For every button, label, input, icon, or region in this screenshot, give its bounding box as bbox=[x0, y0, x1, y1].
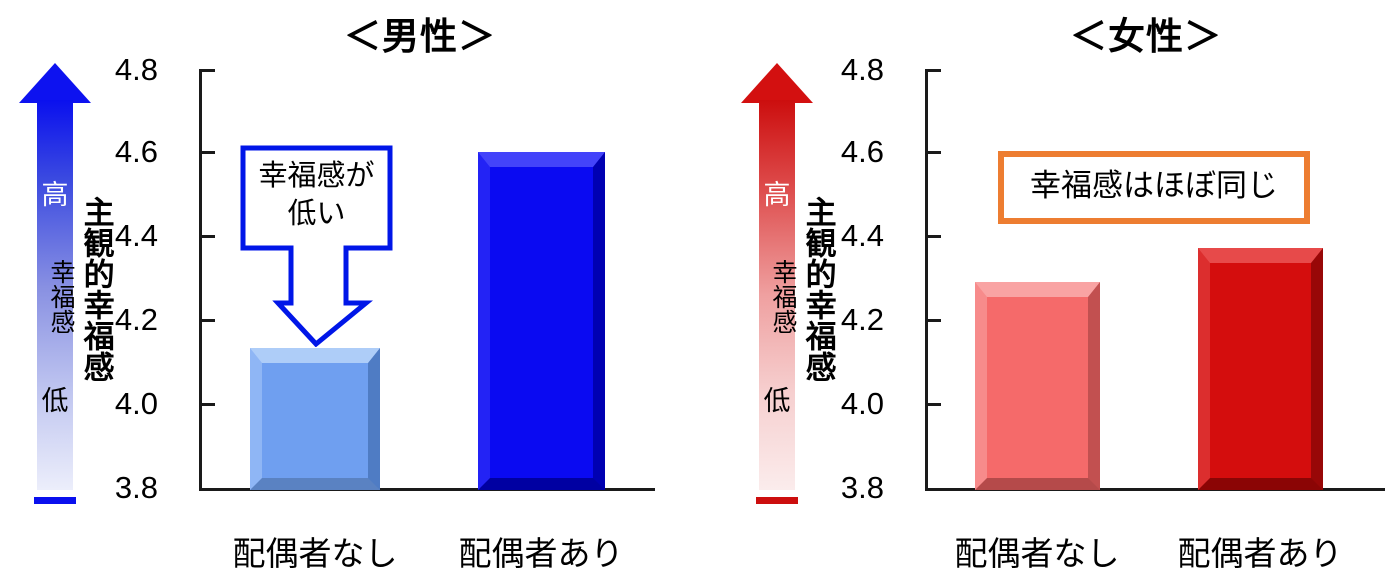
axis-tick bbox=[928, 319, 941, 322]
female-x-axis-line bbox=[925, 488, 1385, 491]
male-ytick-4.4: 4.4 bbox=[114, 218, 158, 253]
male-scale-label-low: 低 bbox=[41, 386, 69, 416]
female-scale-arrow-base-tick bbox=[756, 497, 798, 504]
axis-tick bbox=[202, 151, 215, 154]
male-cat-spouse: 配偶者あり bbox=[458, 535, 624, 572]
axis-tick bbox=[202, 319, 215, 322]
axis-tick bbox=[202, 69, 215, 72]
female-ytick-4.8: 4.8 bbox=[840, 52, 884, 87]
female-y-axis-title: 主観的幸福感 bbox=[800, 196, 836, 382]
male-x-axis-line bbox=[199, 488, 655, 491]
male-ytick-3.8: 3.8 bbox=[114, 470, 158, 505]
female-ytick-4.2: 4.2 bbox=[840, 302, 884, 337]
female-ytick-4.0: 4.0 bbox=[840, 386, 884, 421]
axis-tick bbox=[202, 403, 215, 406]
male-scale-arrow-base-tick bbox=[34, 497, 76, 504]
female-chart-title: ＜女性＞ bbox=[1070, 16, 1222, 57]
female-cat-spouse: 配偶者あり bbox=[1177, 535, 1343, 572]
female-ytick-4.6: 4.6 bbox=[840, 134, 884, 169]
axis-tick bbox=[928, 151, 941, 154]
female-scale-arrow-shaft bbox=[759, 100, 795, 490]
male-ytick-4.6: 4.6 bbox=[114, 134, 158, 169]
male-y-axis-line bbox=[199, 69, 202, 491]
female-annotation-box: 幸福感はほぼ同じ bbox=[998, 151, 1310, 224]
male-annotation-line2: 低い bbox=[287, 197, 346, 230]
female-ytick-4.4: 4.4 bbox=[840, 218, 884, 253]
female-scale-label-high: 高 bbox=[763, 180, 791, 210]
male-bar-no-spouse bbox=[250, 348, 380, 490]
male-ytick-4.0: 4.0 bbox=[114, 386, 158, 421]
male-y-axis-title: 主観的幸福感 bbox=[78, 196, 114, 382]
female-scale-label-happiness: 幸福感 bbox=[769, 258, 797, 334]
female-scale-arrow-head-icon bbox=[741, 63, 813, 103]
axis-tick bbox=[928, 69, 941, 72]
axis-tick bbox=[928, 235, 941, 238]
male-annotation-line1: 幸福感が bbox=[258, 160, 375, 192]
male-chart-title: ＜男性＞ bbox=[344, 16, 496, 57]
female-bar-spouse bbox=[1198, 248, 1323, 490]
male-scale-label-happiness: 幸福感 bbox=[47, 258, 75, 334]
female-scale-label-low: 低 bbox=[763, 386, 791, 416]
male-scale-arrow-head-icon bbox=[19, 63, 91, 103]
female-cat-no-spouse: 配偶者なし bbox=[954, 535, 1120, 572]
male-annotation-text: 幸福感が 低い bbox=[240, 158, 393, 233]
male-scale-label-high: 高 bbox=[41, 180, 69, 210]
female-ytick-3.8: 3.8 bbox=[840, 470, 884, 505]
male-annotation-callout bbox=[240, 145, 393, 347]
male-ytick-4.2: 4.2 bbox=[114, 302, 158, 337]
male-ytick-4.8: 4.8 bbox=[114, 52, 158, 87]
male-bar-spouse bbox=[478, 152, 605, 490]
male-scale-arrow-shaft bbox=[37, 100, 73, 490]
male-cat-no-spouse: 配偶者なし bbox=[232, 535, 398, 572]
female-bar-no-spouse bbox=[975, 282, 1100, 490]
axis-tick bbox=[202, 235, 215, 238]
axis-tick bbox=[928, 403, 941, 406]
female-y-axis-line bbox=[925, 69, 928, 491]
